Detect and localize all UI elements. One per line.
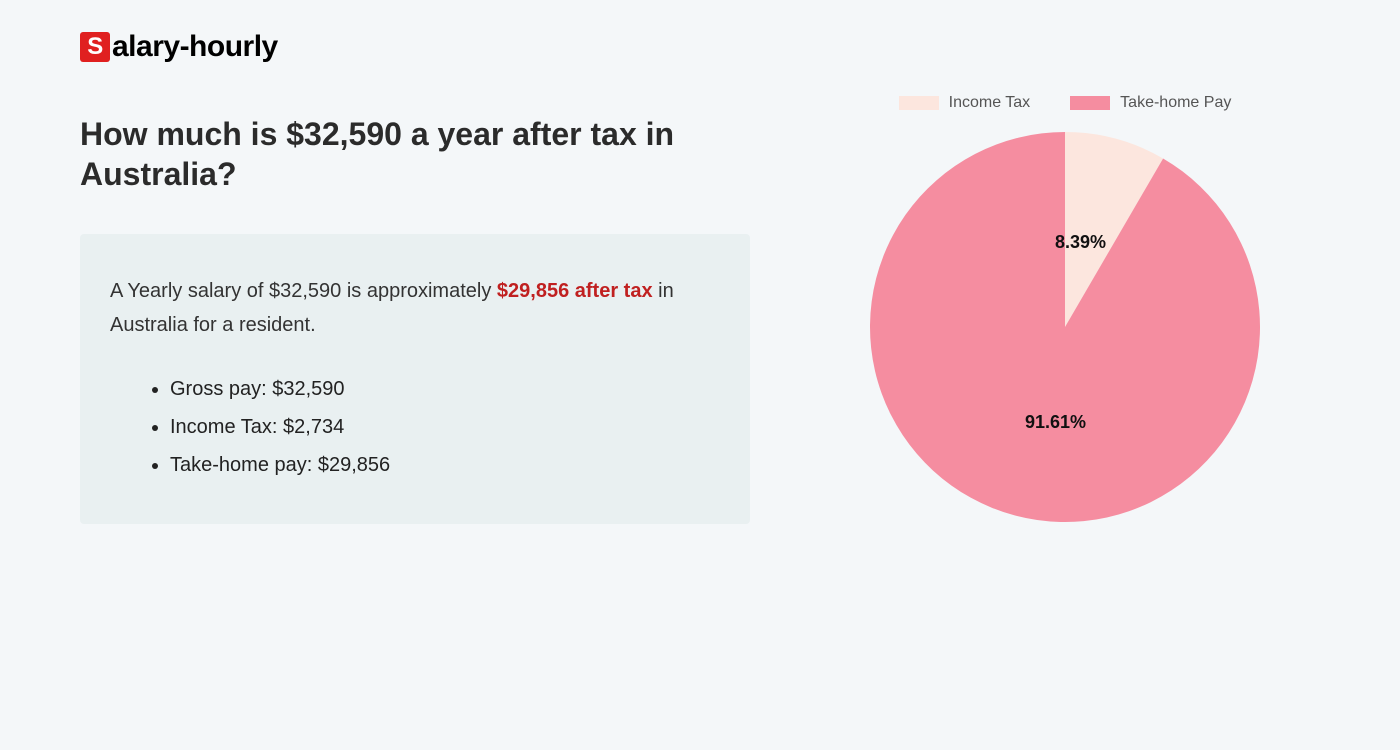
legend-swatch xyxy=(899,96,939,110)
text-column: How much is $32,590 a year after tax in … xyxy=(80,114,750,524)
logo-badge: S xyxy=(80,32,110,62)
site-logo: Salary-hourly xyxy=(80,30,1320,64)
list-item: Take-home pay: $29,856 xyxy=(170,446,720,484)
main-content: How much is $32,590 a year after tax in … xyxy=(80,114,1320,524)
legend-item-take-home: Take-home Pay xyxy=(1070,94,1231,112)
summary-list: Gross pay: $32,590 Income Tax: $2,734 Ta… xyxy=(110,370,720,484)
legend-label: Income Tax xyxy=(949,94,1031,112)
logo-text: alary-hourly xyxy=(112,30,278,64)
summary-highlight: $29,856 after tax xyxy=(497,280,653,302)
chart-legend: Income Tax Take-home Pay xyxy=(899,94,1232,112)
legend-label: Take-home Pay xyxy=(1120,94,1231,112)
slice-label-income-tax: 8.39% xyxy=(1055,232,1106,253)
summary-paragraph: A Yearly salary of $32,590 is approximat… xyxy=(110,274,720,342)
list-item: Gross pay: $32,590 xyxy=(170,370,720,408)
slice-label-take-home: 91.61% xyxy=(1025,412,1086,433)
legend-swatch xyxy=(1070,96,1110,110)
pie-svg xyxy=(870,132,1260,522)
summary-box: A Yearly salary of $32,590 is approximat… xyxy=(80,234,750,524)
legend-item-income-tax: Income Tax xyxy=(899,94,1031,112)
summary-prefix: A Yearly salary of $32,590 is approximat… xyxy=(110,280,497,302)
page-heading: How much is $32,590 a year after tax in … xyxy=(80,114,750,194)
list-item: Income Tax: $2,734 xyxy=(170,408,720,446)
chart-column: Income Tax Take-home Pay 8.39% 91.61% xyxy=(810,94,1320,522)
pie-chart: 8.39% 91.61% xyxy=(870,132,1260,522)
